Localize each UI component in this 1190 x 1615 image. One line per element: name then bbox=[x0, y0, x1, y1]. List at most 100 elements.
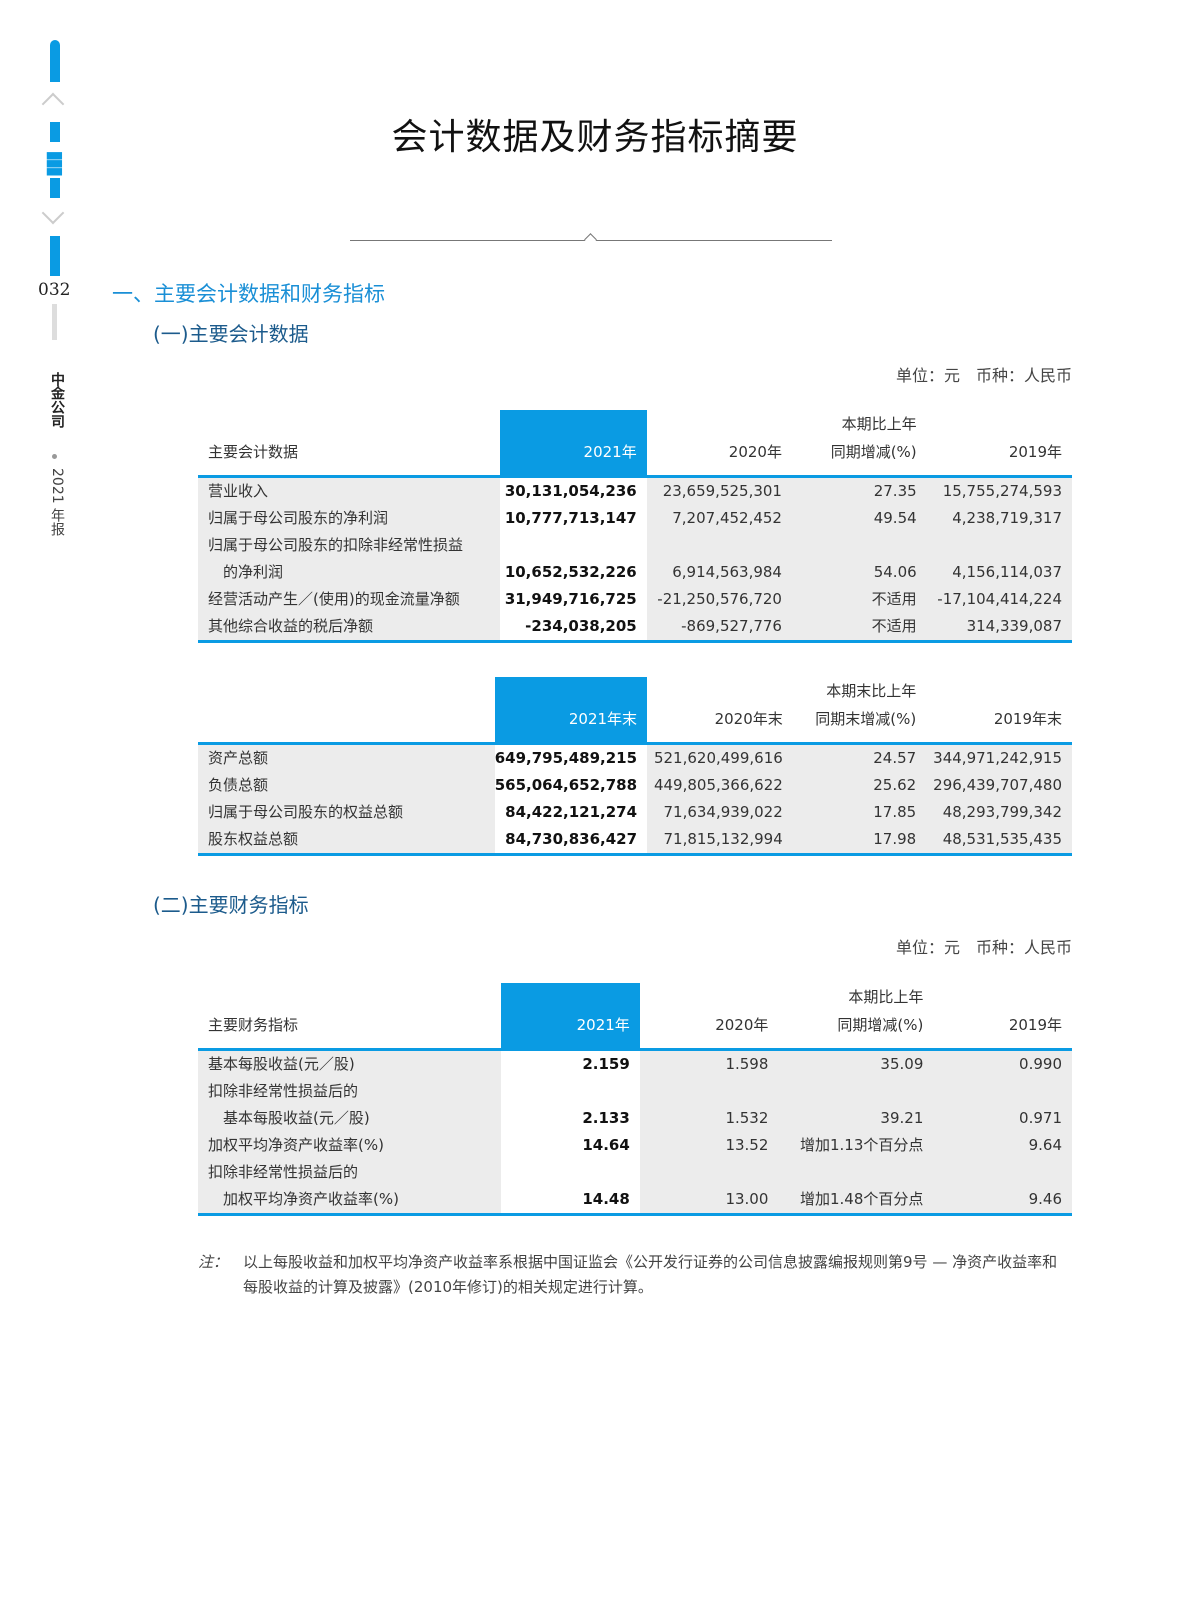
column-header: 主要会计数据 bbox=[198, 410, 500, 478]
sidebar-bar bbox=[50, 122, 60, 142]
row-label: 其他综合收益的税后净额 bbox=[198, 613, 500, 643]
page-title: 会计数据及财务指标摘要 bbox=[391, 117, 799, 158]
cell-value: 不适用 bbox=[791, 586, 927, 613]
table-row: 加权平均净资产收益率(%) 14.48 13.00 增加1.48个百分点 9.46 bbox=[198, 1186, 1072, 1216]
cell-value: 71,815,132,994 bbox=[647, 826, 793, 856]
column-header: 2020年 bbox=[646, 410, 792, 478]
row-label: 归属于母公司股东的扣除非经常性损益 bbox=[198, 532, 500, 559]
sidebar-bar bbox=[50, 236, 60, 276]
unit-label: 单位：元 币种：人民币 bbox=[895, 938, 1072, 957]
column-header: 2020年末 bbox=[647, 677, 793, 745]
row-label: 加权平均净资产收益率(%) bbox=[198, 1186, 501, 1216]
cell-value bbox=[639, 1078, 779, 1105]
row-label: 股东权益总额 bbox=[198, 826, 495, 856]
cell-value: 1.532 bbox=[639, 1105, 779, 1132]
column-header: 2020年 bbox=[639, 983, 779, 1051]
cell-value: 0.990 bbox=[933, 1049, 1072, 1078]
cell-value bbox=[646, 532, 792, 559]
table-row: 基本每股收益(元／股) 2.133 1.532 39.21 0.971 bbox=[198, 1105, 1072, 1132]
cell-value: 24.57 bbox=[792, 743, 927, 772]
cell-value: -17,104,414,224 bbox=[926, 586, 1072, 613]
accounting-data-table: 主要会计数据 2021年 2020年 本期比上年 同期增减(%) 2019年 营业收入 30… bbox=[198, 410, 1072, 643]
table-row: 归属于母公司股东的扣除非经常性损益 bbox=[198, 532, 1072, 559]
column-header: 2019年 bbox=[933, 983, 1072, 1051]
cell-value: 14.64 bbox=[500, 1132, 640, 1159]
cell-value: 6,914,563,984 bbox=[646, 559, 792, 586]
table-row: 扣除非经常性损益后的 bbox=[198, 1159, 1072, 1186]
divider bbox=[52, 304, 57, 340]
cell-value: 23,659,525,301 bbox=[646, 476, 792, 505]
cell-value: -869,527,776 bbox=[646, 613, 792, 643]
cell-value bbox=[933, 1159, 1072, 1186]
cell-value: 2.133 bbox=[500, 1105, 640, 1132]
table-row: 资产总额 649,795,489,215 521,620,499,616 24.57 3… bbox=[198, 743, 1072, 772]
row-label: 负债总额 bbox=[198, 772, 495, 799]
column-header: 2021年 bbox=[500, 983, 640, 1051]
dot bbox=[52, 454, 57, 459]
page-number: 032 bbox=[38, 280, 71, 300]
table-row: 股东权益总额 84,730,836,427 71,815,132,994 17.98 4… bbox=[198, 826, 1072, 856]
column-header: 本期比上年 同期增减(%) bbox=[791, 410, 927, 478]
cell-value: 2.159 bbox=[500, 1049, 640, 1078]
company-name: 中金公司 bbox=[49, 372, 65, 428]
cell-value: 30,131,054,236 bbox=[499, 476, 647, 505]
row-label: 归属于母公司股东的净利润 bbox=[198, 505, 500, 532]
cell-value: -234,038,205 bbox=[499, 613, 647, 643]
cell-value: 565,064,652,788 bbox=[494, 772, 648, 799]
cell-value bbox=[778, 1078, 934, 1105]
cell-value: 17.85 bbox=[792, 799, 927, 826]
cell-value: 增加1.48个百分点 bbox=[778, 1186, 934, 1216]
cell-value: 314,339,087 bbox=[926, 613, 1072, 643]
table-row: 的净利润 10,652,532,226 6,914,563,984 54.06 4,15… bbox=[198, 559, 1072, 586]
subsection-heading: (二)主要财务指标 bbox=[153, 893, 309, 917]
cell-value: 1.598 bbox=[639, 1049, 779, 1078]
column-header: 2019年末 bbox=[926, 677, 1072, 745]
cell-value: 14.48 bbox=[500, 1186, 640, 1216]
cell-value: 9.64 bbox=[933, 1132, 1072, 1159]
column-header bbox=[198, 677, 495, 745]
row-label: 资产总额 bbox=[198, 743, 495, 772]
row-label: 基本每股收益(元／股) bbox=[198, 1105, 501, 1132]
chevron-down-icon[interactable] bbox=[41, 201, 65, 225]
cell-value: 17.98 bbox=[792, 826, 927, 856]
cell-value: 10,652,532,226 bbox=[499, 559, 647, 586]
table-row: 经营活动产生／(使用)的现金流量净额 31,949,716,725 -21,250,… bbox=[198, 586, 1072, 613]
row-label: 营业收入 bbox=[198, 476, 500, 505]
cell-value bbox=[499, 532, 647, 559]
unit-label: 单位：元 币种：人民币 bbox=[895, 366, 1072, 385]
cell-value: 39.21 bbox=[778, 1105, 934, 1132]
footnote: 注： 以上每股收益和加权平均净资产收益率系根据中国证监会《公开发行证券的公司信息… bbox=[198, 1250, 1072, 1300]
table-row: 营业收入 30,131,054,236 23,659,525,301 27.35 15,… bbox=[198, 476, 1072, 505]
cell-value bbox=[926, 532, 1072, 559]
cell-value: 48,531,535,435 bbox=[926, 826, 1072, 856]
row-label: 归属于母公司股东的权益总额 bbox=[198, 799, 495, 826]
row-label: 扣除非经常性损益后的 bbox=[198, 1078, 501, 1105]
row-label: 扣除非经常性损益后的 bbox=[198, 1159, 501, 1186]
cell-value: 10,777,713,147 bbox=[499, 505, 647, 532]
table-row: 扣除非经常性损益后的 bbox=[198, 1078, 1072, 1105]
table-row: 归属于母公司股东的权益总额 84,422,121,274 71,634,939,02… bbox=[198, 799, 1072, 826]
sidebar-bar bbox=[50, 40, 60, 82]
row-label: 加权平均净资产收益率(%) bbox=[198, 1132, 501, 1159]
row-label: 基本每股收益(元／股) bbox=[198, 1049, 501, 1078]
cell-value: 9.46 bbox=[933, 1186, 1072, 1216]
row-label: 经营活动产生／(使用)的现金流量净额 bbox=[198, 586, 500, 613]
column-header: 本期比上年 同期增减(%) bbox=[778, 983, 934, 1051]
section-heading: 一、主要会计数据和财务指标 bbox=[112, 282, 385, 306]
cell-value: 649,795,489,215 bbox=[494, 743, 648, 772]
cell-value: 13.52 bbox=[639, 1132, 779, 1159]
cell-value: 4,156,114,037 bbox=[926, 559, 1072, 586]
cell-value: 84,730,836,427 bbox=[494, 826, 648, 856]
cell-value: 35.09 bbox=[778, 1049, 934, 1078]
cell-value: 54.06 bbox=[791, 559, 927, 586]
cell-value: 增加1.13个百分点 bbox=[778, 1132, 934, 1159]
cell-value: 27.35 bbox=[791, 476, 927, 505]
cell-value: 48,293,799,342 bbox=[926, 799, 1072, 826]
cell-value: 7,207,452,452 bbox=[646, 505, 792, 532]
cell-value: 344,971,242,915 bbox=[926, 743, 1072, 772]
cell-value: 449,805,366,622 bbox=[647, 772, 793, 799]
table-row: 负债总额 565,064,652,788 449,805,366,622 25.62 2… bbox=[198, 772, 1072, 799]
cell-value bbox=[639, 1159, 779, 1186]
table-row: 基本每股收益(元／股) 2.159 1.598 35.09 0.990 bbox=[198, 1049, 1072, 1078]
